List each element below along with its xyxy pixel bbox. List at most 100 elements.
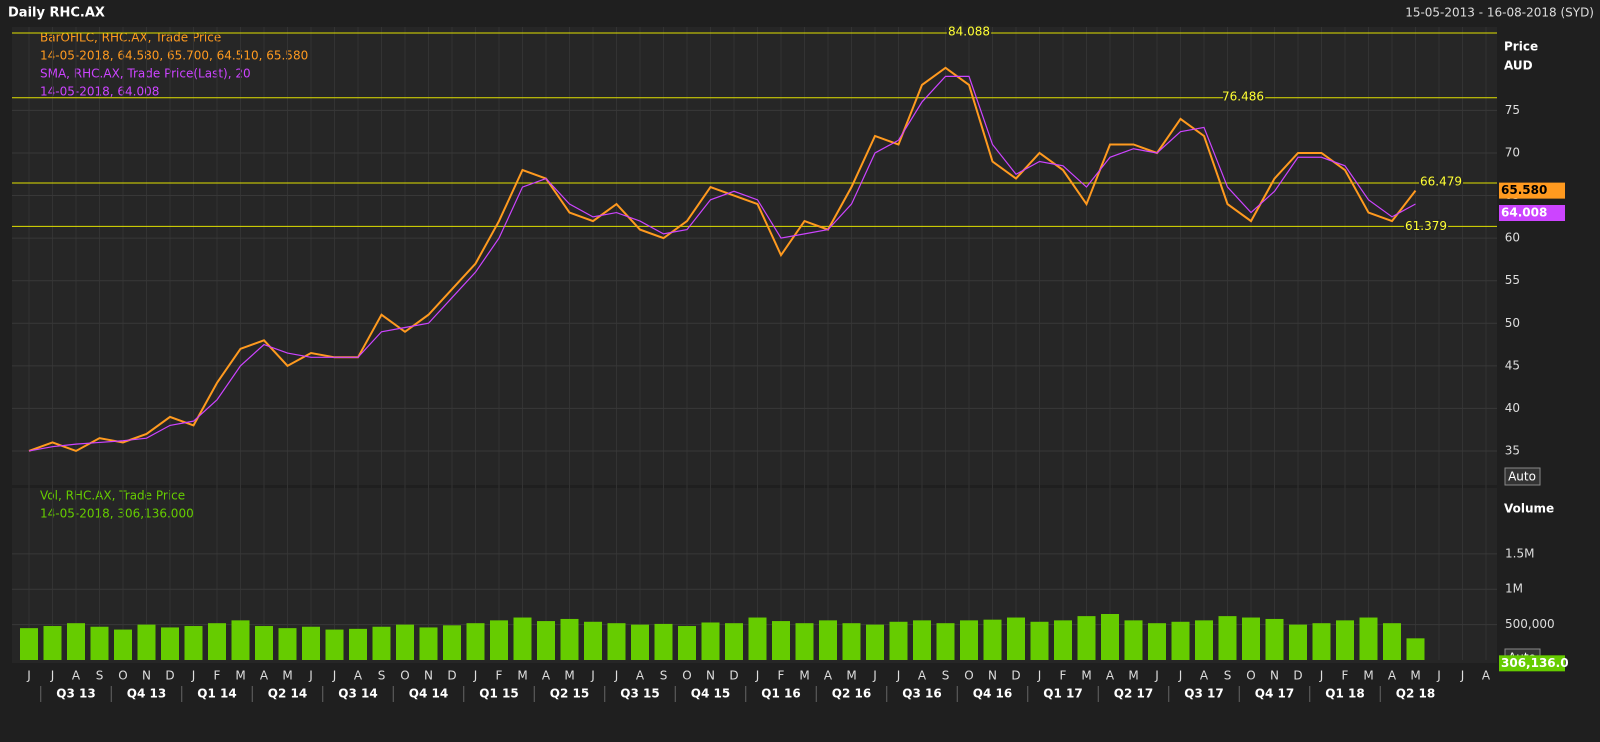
x-tick-label: A xyxy=(636,669,645,683)
x-tick-label: N xyxy=(142,669,151,683)
volume-bar xyxy=(325,629,344,660)
volume-bar xyxy=(90,626,109,660)
x-tick-label: A xyxy=(918,669,927,683)
y-tick-label: 35 xyxy=(1505,443,1520,457)
volume-bar xyxy=(819,620,837,660)
x-tick-label: M xyxy=(1128,669,1138,683)
volume-bar xyxy=(1124,620,1143,660)
last-value-label: 65.580 xyxy=(1501,183,1547,197)
x-tick-label: O xyxy=(682,669,691,683)
quarter-label: Q1 17 xyxy=(1043,687,1082,701)
x-tick-label: N xyxy=(424,669,433,683)
x-tick-label: A xyxy=(1106,669,1115,683)
volume-bar xyxy=(795,623,814,660)
x-tick-label: A xyxy=(824,669,833,683)
last-value-label: 306,136.0 xyxy=(1501,656,1569,670)
y-tick-label: 75 xyxy=(1505,103,1520,117)
x-tick-label: J xyxy=(614,669,619,683)
axis-label: Volume xyxy=(1504,502,1554,516)
volume-bar xyxy=(748,617,767,660)
volume-bar xyxy=(913,620,931,660)
x-tick-label: J xyxy=(1460,669,1465,683)
x-tick-label: O xyxy=(118,669,127,683)
volume-bar xyxy=(255,626,273,660)
y2-tick-label: 1M xyxy=(1505,582,1523,596)
quarter-label: Q4 17 xyxy=(1255,687,1294,701)
volume-bar xyxy=(396,624,414,660)
volume-bar xyxy=(631,624,649,660)
x-tick-label: O xyxy=(964,669,973,683)
x-tick-label: J xyxy=(590,669,595,683)
quarter-label: Q1 15 xyxy=(479,687,518,701)
date-range: 15-05-2013 - 16-08-2018 (SYD) xyxy=(1405,6,1594,20)
quarter-label: Q2 17 xyxy=(1114,687,1153,701)
level-label: 61.379 xyxy=(1405,219,1447,233)
x-tick-label: A xyxy=(1200,669,1209,683)
x-tick-label: J xyxy=(1154,669,1159,683)
x-tick-label: F xyxy=(1342,669,1349,683)
quarter-label: Q4 13 xyxy=(127,687,166,701)
x-tick-label: M xyxy=(846,669,856,683)
quarter-label: Q3 14 xyxy=(338,687,377,701)
y-tick-label: 40 xyxy=(1505,401,1520,415)
x-tick-label: J xyxy=(332,669,337,683)
volume-bar xyxy=(466,623,485,660)
x-tick-label: N xyxy=(1270,669,1279,683)
auto-label[interactable]: Auto xyxy=(1508,470,1536,484)
x-tick-label: S xyxy=(942,669,950,683)
volume-bar xyxy=(419,627,438,660)
y2-tick-label: 500,000 xyxy=(1505,617,1555,631)
volume-bar xyxy=(1218,616,1237,660)
x-tick-label: J xyxy=(1037,669,1042,683)
legend-value: 14-05-2018, 306,136.000 xyxy=(40,507,194,521)
x-tick-label: D xyxy=(1293,669,1302,683)
x-tick-label: S xyxy=(660,669,668,683)
x-tick-label: J xyxy=(473,669,478,683)
quarter-label: Q1 18 xyxy=(1325,687,1364,701)
volume-bar xyxy=(936,623,955,660)
volume-bar xyxy=(842,623,861,660)
legend-value: 14-05-2018, 64.580, 65.700, 64.510, 65.5… xyxy=(40,49,308,63)
x-tick-label: A xyxy=(542,669,551,683)
y2-tick-label: 1.5M xyxy=(1505,546,1534,560)
last-value-label: 64.008 xyxy=(1501,206,1547,220)
x-tick-label: O xyxy=(400,669,409,683)
volume-bar xyxy=(161,627,179,660)
chart-title: Daily RHC.AX xyxy=(8,6,105,21)
x-tick-label: A xyxy=(72,669,81,683)
x-tick-label: D xyxy=(165,669,174,683)
volume-bar xyxy=(349,628,367,660)
volume-bar xyxy=(1336,620,1354,660)
volume-bar xyxy=(302,626,320,660)
volume-bar xyxy=(701,622,720,660)
volume-bar xyxy=(678,626,696,660)
x-tick-label: J xyxy=(896,669,901,683)
x-tick-label: S xyxy=(378,669,386,683)
volume-bar xyxy=(1030,621,1049,660)
x-tick-label: F xyxy=(214,669,221,683)
x-tick-label: F xyxy=(778,669,785,683)
auto-button[interactable] xyxy=(1504,467,1541,486)
volume-bar xyxy=(1101,613,1119,660)
volume-bar xyxy=(772,621,790,660)
legend-entry: Vol, RHC.AX, Trade Price xyxy=(40,489,185,503)
price-line xyxy=(28,66,1417,453)
x-tick-label: D xyxy=(447,669,456,683)
x-tick-label: J xyxy=(1178,669,1183,683)
volume-bar xyxy=(372,626,391,660)
x-tick-label: M xyxy=(1081,669,1091,683)
quarter-label: Q1 14 xyxy=(197,687,236,701)
quarter-label: Q2 15 xyxy=(550,687,589,701)
volume-bar xyxy=(67,623,85,660)
volume-bar xyxy=(960,620,978,660)
volume-bar xyxy=(1171,621,1190,660)
volume-bar xyxy=(278,628,297,660)
x-tick-label: N xyxy=(988,669,997,683)
x-tick-label: M xyxy=(1410,669,1420,683)
quarter-label: Q4 14 xyxy=(409,687,448,701)
x-tick-label: J xyxy=(1436,669,1441,683)
x-tick-label: F xyxy=(1060,669,1067,683)
volume-bar xyxy=(1312,623,1331,660)
x-tick-label: J xyxy=(755,669,760,683)
